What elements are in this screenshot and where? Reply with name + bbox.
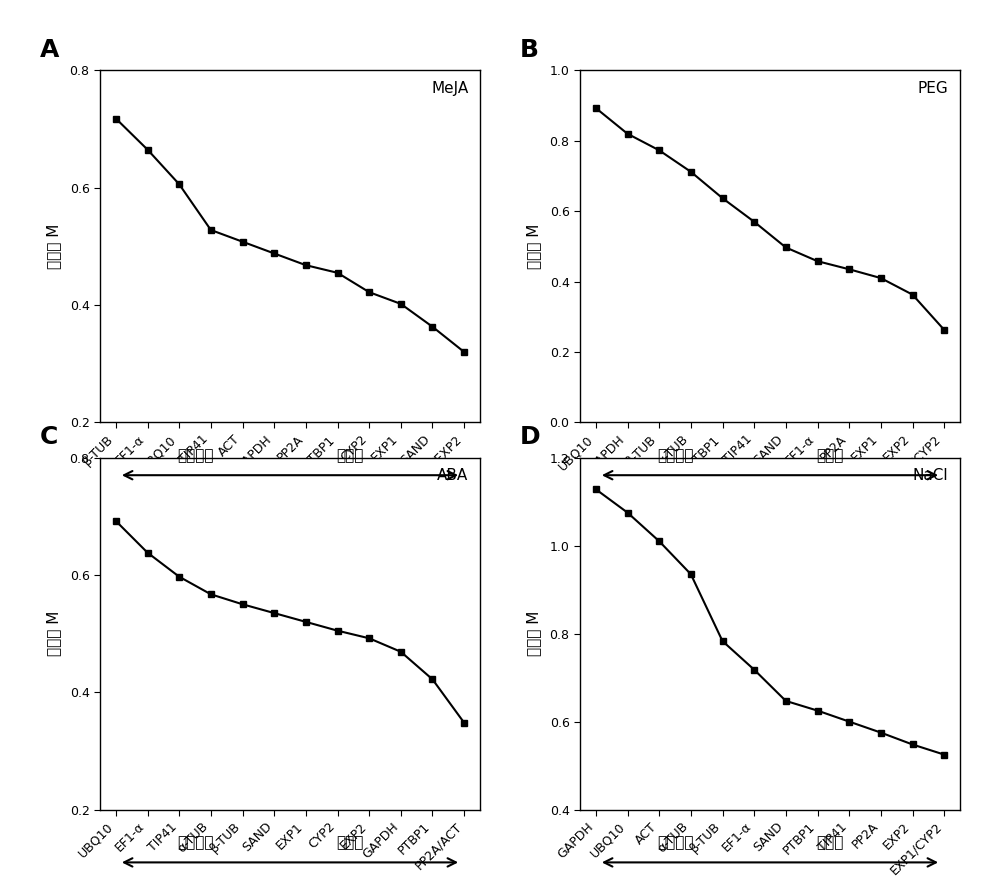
Text: D: D <box>520 425 541 449</box>
Text: ABA: ABA <box>437 468 469 483</box>
Text: PEG: PEG <box>918 81 949 96</box>
Text: 最稳定: 最稳定 <box>336 835 364 851</box>
Text: 最稳定: 最稳定 <box>816 448 844 464</box>
Y-axis label: 稳定値 M: 稳定値 M <box>46 224 61 269</box>
Text: NaCl: NaCl <box>913 468 949 483</box>
Text: 最稳定: 最稳定 <box>336 448 364 464</box>
Text: C: C <box>40 425 58 449</box>
Text: 最不稳定: 最不稳定 <box>658 835 694 851</box>
Y-axis label: 稳定値 M: 稳定値 M <box>46 611 61 656</box>
Text: MeJA: MeJA <box>431 81 469 96</box>
Y-axis label: 稳定値 M: 稳定値 M <box>526 611 541 656</box>
Text: 最不稳定: 最不稳定 <box>178 835 214 851</box>
Text: 最稳定: 最稳定 <box>816 835 844 851</box>
Text: 最不稳定: 最不稳定 <box>658 448 694 464</box>
Y-axis label: 稳定値 M: 稳定値 M <box>526 224 541 269</box>
Text: B: B <box>520 38 539 62</box>
Text: 最不稳定: 最不稳定 <box>178 448 214 464</box>
Text: A: A <box>40 38 59 62</box>
